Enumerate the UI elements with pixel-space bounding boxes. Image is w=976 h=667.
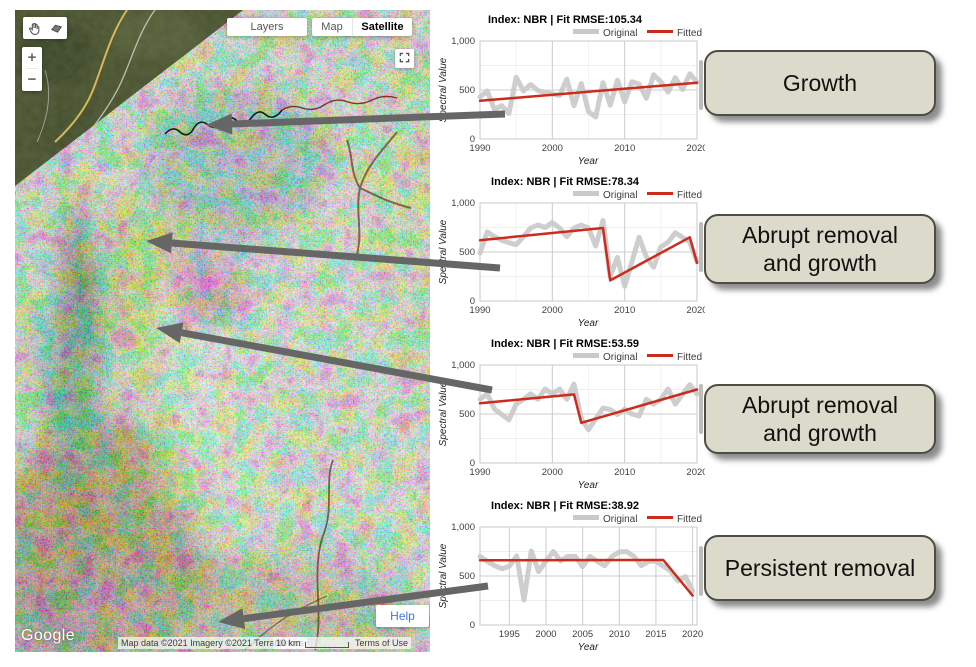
- class-label-1: Growth: [704, 50, 936, 116]
- svg-text:1990: 1990: [469, 467, 490, 478]
- svg-text:2020: 2020: [686, 143, 705, 154]
- svg-text:2020: 2020: [686, 305, 705, 316]
- svg-text:Index: NBR | Fit RMSE:78.34: Index: NBR | Fit RMSE:78.34: [491, 176, 640, 188]
- svg-text:2000: 2000: [542, 305, 563, 316]
- svg-text:Spectral Value: Spectral Value: [438, 381, 449, 446]
- svg-text:Year: Year: [578, 156, 599, 167]
- svg-text:1,000: 1,000: [451, 198, 475, 209]
- terms-of-use-link[interactable]: Terms of Use: [352, 637, 412, 649]
- svg-text:Index: NBR | Fit RMSE:105.34: Index: NBR | Fit RMSE:105.34: [488, 14, 643, 26]
- class-label-text: and growth: [763, 420, 877, 446]
- layers-button[interactable]: Layers: [227, 18, 307, 36]
- svg-text:Spectral Value: Spectral Value: [438, 543, 449, 608]
- svg-text:2015: 2015: [645, 629, 666, 640]
- class-label-text: and growth: [763, 250, 877, 276]
- class-label-text: Abrupt removal: [742, 221, 898, 248]
- scale-label: 10 km: [276, 638, 301, 648]
- svg-text:1,000: 1,000: [451, 36, 475, 47]
- svg-text:500: 500: [459, 247, 475, 258]
- svg-text:Fitted: Fitted: [677, 190, 702, 201]
- google-logo: Google: [21, 627, 75, 644]
- nbr-chart-2: Index: NBR | Fit RMSE:78.34 Original Fitte…: [437, 170, 705, 330]
- svg-text:Original: Original: [603, 190, 637, 201]
- svg-text:1990: 1990: [469, 143, 490, 154]
- map-drawing-toolbar: [23, 17, 67, 39]
- svg-text:0: 0: [470, 296, 475, 307]
- svg-text:500: 500: [459, 571, 475, 582]
- svg-text:Year: Year: [578, 642, 599, 653]
- svg-text:1,000: 1,000: [451, 522, 475, 533]
- svg-text:Original: Original: [603, 28, 637, 39]
- svg-text:2000: 2000: [542, 143, 563, 154]
- svg-text:500: 500: [459, 409, 475, 420]
- svg-text:2005: 2005: [572, 629, 593, 640]
- nbr-chart-4: Index: NBR | Fit RMSE:38.92 Original Fitte…: [437, 494, 705, 654]
- svg-text:2010: 2010: [609, 629, 630, 640]
- zoom-out-button[interactable]: −: [22, 69, 42, 90]
- svg-text:2000: 2000: [535, 629, 556, 640]
- svg-text:2010: 2010: [614, 143, 635, 154]
- svg-text:Original: Original: [603, 514, 637, 525]
- svg-text:0: 0: [470, 458, 475, 469]
- svg-text:0: 0: [470, 134, 475, 145]
- pan-hand-icon[interactable]: [26, 20, 42, 36]
- map-type-toggle: Map Satellite: [312, 18, 412, 36]
- svg-text:Fitted: Fitted: [677, 28, 702, 39]
- satellite-classification-map: [15, 10, 430, 652]
- scale-bar: 10 km: [273, 637, 352, 649]
- nbr-chart-3: Index: NBR | Fit RMSE:53.59 Original Fitte…: [437, 332, 705, 492]
- map-attribution: Map data ©2021 Imagery ©2021 TerraMetric…: [118, 637, 307, 649]
- nbr-chart-1: Index: NBR | Fit RMSE:105.34 Original Fitt…: [437, 8, 705, 168]
- svg-text:0: 0: [470, 620, 475, 631]
- svg-text:Spectral Value: Spectral Value: [438, 219, 449, 284]
- class-label-3: Abrupt removal and growth: [704, 384, 936, 454]
- fullscreen-button[interactable]: [395, 49, 414, 68]
- svg-text:Fitted: Fitted: [677, 352, 702, 363]
- svg-text:2010: 2010: [614, 305, 635, 316]
- svg-text:Index: NBR | Fit RMSE:53.59: Index: NBR | Fit RMSE:53.59: [491, 338, 639, 350]
- class-label-2: Abrupt removal and growth: [704, 214, 936, 284]
- zoom-in-button[interactable]: +: [22, 47, 42, 68]
- help-button[interactable]: Help: [376, 605, 429, 627]
- svg-text:Year: Year: [578, 318, 599, 329]
- class-label-text: Abrupt removal: [742, 391, 898, 418]
- draw-polygon-icon[interactable]: [48, 20, 64, 36]
- class-label-text: Persistent removal: [724, 554, 916, 581]
- svg-text:2020: 2020: [686, 467, 705, 478]
- svg-text:2010: 2010: [614, 467, 635, 478]
- divider: [26, 68, 38, 69]
- svg-text:Original: Original: [603, 352, 637, 363]
- svg-text:1990: 1990: [469, 305, 490, 316]
- svg-text:2020: 2020: [682, 629, 703, 640]
- svg-text:2000: 2000: [542, 467, 563, 478]
- svg-text:1995: 1995: [499, 629, 520, 640]
- svg-text:Spectral Value: Spectral Value: [438, 57, 449, 122]
- map-type-button[interactable]: Map: [312, 18, 353, 36]
- svg-text:500: 500: [459, 85, 475, 96]
- scale-ruler: [304, 642, 349, 648]
- svg-text:1,000: 1,000: [451, 360, 475, 371]
- fullscreen-icon: [399, 51, 410, 66]
- svg-text:Fitted: Fitted: [677, 514, 702, 525]
- satellite-type-button[interactable]: Satellite: [353, 18, 412, 36]
- class-label-text: Growth: [782, 69, 858, 96]
- svg-text:Index: NBR | Fit RMSE:38.92: Index: NBR | Fit RMSE:38.92: [491, 500, 639, 512]
- map-panel[interactable]: + − Layers Map Satellite Google Map data…: [15, 10, 430, 652]
- map-zoom-control: + −: [22, 47, 42, 91]
- svg-text:Year: Year: [578, 480, 599, 491]
- class-label-4: Persistent removal: [704, 535, 936, 601]
